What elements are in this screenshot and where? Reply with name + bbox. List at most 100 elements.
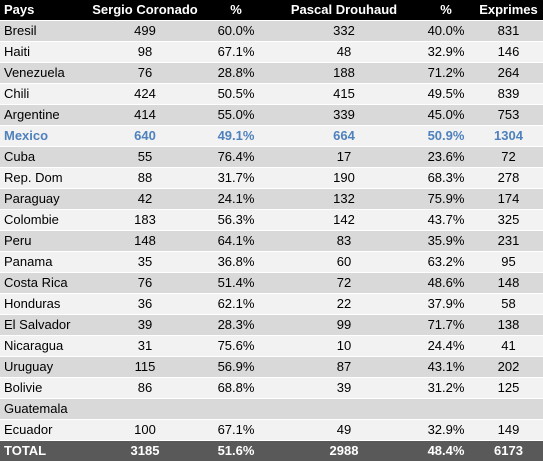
cell-sergio-pct: 28.3% <box>202 314 270 336</box>
cell-exprimes: 72 <box>474 146 543 168</box>
cell-sergio-coronado: 183 <box>88 209 202 231</box>
header-pascal-pct: % <box>418 0 474 21</box>
cell-exprimes: 149 <box>474 419 543 441</box>
cell-exprimes: 146 <box>474 41 543 63</box>
cell-pays: Mexico <box>0 125 88 147</box>
cell-pascal-pct: 68.3% <box>418 167 474 189</box>
cell-pays: Argentine <box>0 104 88 126</box>
cell-pascal-pct: 23.6% <box>418 146 474 168</box>
cell-pays: Nicaragua <box>0 335 88 357</box>
cell-sergio-coronado: 98 <box>88 41 202 63</box>
table-row: Nicaragua 31 75.6% 10 24.4% 41 <box>0 335 543 357</box>
cell-sergio-pct: 67.1% <box>202 419 270 441</box>
cell-pascal-pct: 63.2% <box>418 251 474 273</box>
cell-sergio-pct: 67.1% <box>202 41 270 63</box>
cell-exprimes: 138 <box>474 314 543 336</box>
cell-pascal-pct: 50.9% <box>418 125 474 147</box>
cell-pascal-pct: 71.7% <box>418 314 474 336</box>
cell-pascal-pct <box>418 398 474 420</box>
cell-sergio-pct: 31.7% <box>202 167 270 189</box>
cell-exprimes: 41 <box>474 335 543 357</box>
header-row: Pays Sergio Coronado % Pascal Drouhaud %… <box>0 0 543 21</box>
cell-pays: El Salvador <box>0 314 88 336</box>
cell-sergio-pct: 64.1% <box>202 230 270 252</box>
cell-pascal-pct: 40.0% <box>418 20 474 42</box>
cell-pays: Peru <box>0 230 88 252</box>
cell-exprimes: 831 <box>474 20 543 42</box>
cell-sergio-coronado: 42 <box>88 188 202 210</box>
header-pascal-drouhaud: Pascal Drouhaud <box>270 0 418 21</box>
table-row: El Salvador 39 28.3% 99 71.7% 138 <box>0 314 543 336</box>
cell-sergio-coronado: 115 <box>88 356 202 378</box>
cell-sergio-pct: 28.8% <box>202 62 270 84</box>
cell-pascal-pct: 31.2% <box>418 377 474 399</box>
cell-pascal-drouhaud: 99 <box>270 314 418 336</box>
table-row: Uruguay 115 56.9% 87 43.1% 202 <box>0 356 543 378</box>
cell-sergio-pct: 68.8% <box>202 377 270 399</box>
cell-exprimes: 148 <box>474 272 543 294</box>
cell-pascal-pct: 48.6% <box>418 272 474 294</box>
total-label: TOTAL <box>0 440 88 462</box>
cell-exprimes: 753 <box>474 104 543 126</box>
cell-pascal-drouhaud: 664 <box>270 125 418 147</box>
cell-sergio-coronado: 76 <box>88 62 202 84</box>
cell-pascal-drouhaud: 190 <box>270 167 418 189</box>
cell-sergio-pct: 56.3% <box>202 209 270 231</box>
cell-exprimes: 278 <box>474 167 543 189</box>
table-row: Panama 35 36.8% 60 63.2% 95 <box>0 251 543 273</box>
cell-exprimes: 839 <box>474 83 543 105</box>
cell-sergio-coronado: 39 <box>88 314 202 336</box>
cell-pascal-pct: 49.5% <box>418 83 474 105</box>
cell-pays: Bresil <box>0 20 88 42</box>
cell-exprimes: 125 <box>474 377 543 399</box>
cell-sergio-coronado: 499 <box>88 20 202 42</box>
cell-pascal-drouhaud: 83 <box>270 230 418 252</box>
table-row: Haiti 98 67.1% 48 32.9% 146 <box>0 41 543 63</box>
table-row: Bresil 499 60.0% 332 40.0% 831 <box>0 20 543 42</box>
cell-sergio-coronado: 86 <box>88 377 202 399</box>
cell-sergio-pct: 50.5% <box>202 83 270 105</box>
total-pascal: 2988 <box>270 440 418 462</box>
cell-exprimes: 1304 <box>474 125 543 147</box>
cell-pascal-drouhaud: 10 <box>270 335 418 357</box>
cell-pays: Paraguay <box>0 188 88 210</box>
table-body: Bresil 499 60.0% 332 40.0% 831 Haiti 98 67.1% 48 3… <box>0 20 543 441</box>
cell-sergio-coronado: 424 <box>88 83 202 105</box>
total-sergio: 3185 <box>88 440 202 462</box>
cell-exprimes: 174 <box>474 188 543 210</box>
cell-exprimes: 58 <box>474 293 543 315</box>
cell-pascal-drouhaud: 49 <box>270 419 418 441</box>
table-row: Honduras 36 62.1% 22 37.9% 58 <box>0 293 543 315</box>
cell-exprimes: 264 <box>474 62 543 84</box>
cell-sergio-pct: 24.1% <box>202 188 270 210</box>
cell-sergio-coronado <box>88 398 202 420</box>
cell-pascal-drouhaud: 87 <box>270 356 418 378</box>
cell-sergio-pct: 56.9% <box>202 356 270 378</box>
table-row: Argentine 414 55.0% 339 45.0% 753 <box>0 104 543 126</box>
total-row: TOTAL 3185 51.6% 2988 48.4% 6173 <box>0 440 543 462</box>
cell-exprimes <box>474 398 543 420</box>
cell-pascal-drouhaud: 17 <box>270 146 418 168</box>
cell-pays: Venezuela <box>0 62 88 84</box>
cell-pays: Chili <box>0 83 88 105</box>
cell-pascal-drouhaud: 188 <box>270 62 418 84</box>
cell-pascal-drouhaud: 339 <box>270 104 418 126</box>
cell-sergio-coronado: 35 <box>88 251 202 273</box>
cell-exprimes: 202 <box>474 356 543 378</box>
total-pascal-pct: 48.4% <box>418 440 474 462</box>
cell-pays: Costa Rica <box>0 272 88 294</box>
table-row: Cuba 55 76.4% 17 23.6% 72 <box>0 146 543 168</box>
cell-pascal-drouhaud: 142 <box>270 209 418 231</box>
cell-sergio-pct: 60.0% <box>202 20 270 42</box>
cell-pascal-pct: 37.9% <box>418 293 474 315</box>
cell-sergio-pct: 49.1% <box>202 125 270 147</box>
cell-pascal-pct: 75.9% <box>418 188 474 210</box>
cell-sergio-coronado: 100 <box>88 419 202 441</box>
cell-sergio-pct <box>202 398 270 420</box>
cell-sergio-pct: 55.0% <box>202 104 270 126</box>
table-row: Guatemala <box>0 398 543 420</box>
table-row: Chili 424 50.5% 415 49.5% 839 <box>0 83 543 105</box>
cell-pascal-pct: 45.0% <box>418 104 474 126</box>
table-row: Mexico 640 49.1% 664 50.9% 1304 <box>0 125 543 147</box>
cell-pascal-pct: 32.9% <box>418 41 474 63</box>
